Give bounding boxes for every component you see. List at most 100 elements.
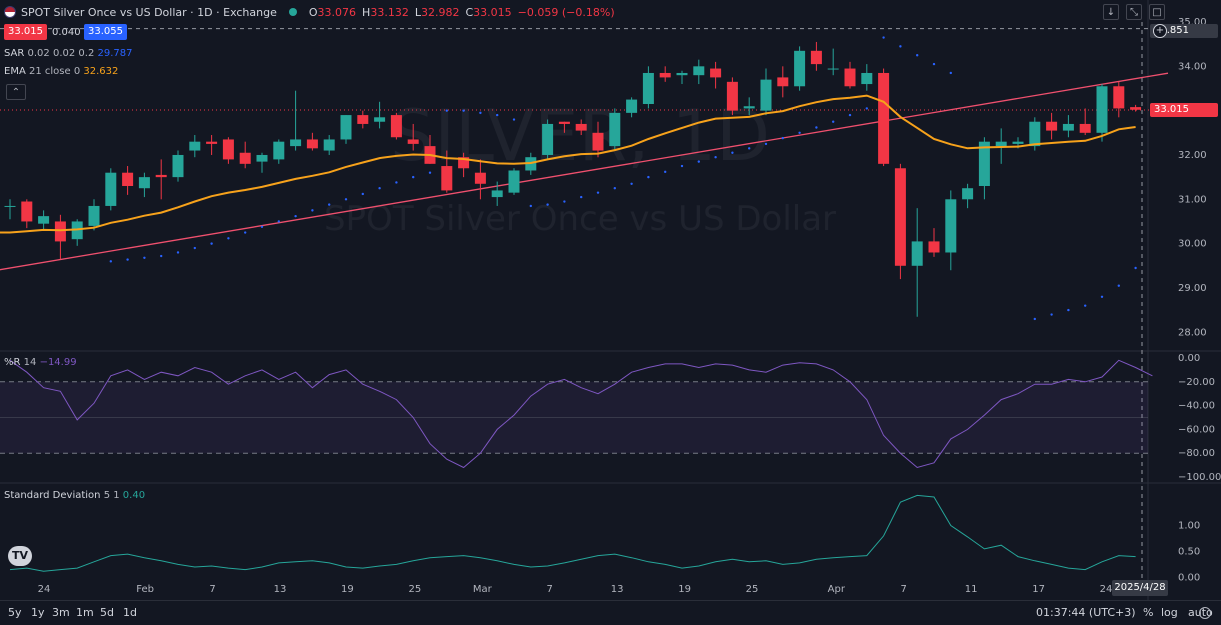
price-tick-label: 30.00 [1178, 239, 1207, 250]
sar-dot [277, 220, 280, 223]
sar-dot [496, 113, 499, 117]
candle-body [273, 141, 285, 160]
clock[interactable]: 01:37:44 (UTC+3) [1036, 606, 1136, 619]
wr-layer [9, 359, 1153, 469]
range-1d-button[interactable]: 1d [123, 606, 137, 619]
candle-body [995, 141, 1007, 147]
sar-dot [781, 136, 784, 140]
market-open-icon [288, 8, 297, 16]
x-tick-label: Mar [473, 584, 493, 595]
sar-dot [529, 204, 532, 208]
sar-dot [210, 242, 213, 245]
collapse-icon: ⤡ [1130, 7, 1138, 18]
collapse-legend-button[interactable]: ⌃ [6, 84, 26, 100]
wr-params: 14 [23, 357, 37, 368]
x-tick-label: 11 [965, 584, 978, 595]
wr-band-fill [0, 381, 1148, 454]
footer-divider [0, 600, 1221, 601]
sd-tick-label: 0.50 [1178, 546, 1200, 557]
x-tick-label: 7 [547, 584, 553, 595]
price-tick-label: 29.00 [1178, 283, 1207, 294]
wr-line [9, 359, 1153, 469]
candle-body [239, 152, 251, 164]
candle-body [340, 115, 352, 140]
arrow-down-icon: ↓ [1106, 7, 1116, 18]
wr-tick-label: −20.00 [1178, 377, 1215, 388]
sar-legend[interactable]: SAR 0.02 0.02 0.2 29.787 [4, 48, 133, 59]
ohlc-open-key: O [308, 5, 318, 19]
candle-body [306, 139, 318, 149]
range-5y-button[interactable]: 5y [8, 606, 22, 619]
percent-toggle[interactable]: % [1143, 606, 1154, 619]
sar-layer [109, 36, 1137, 321]
candle-body [4, 205, 16, 207]
wr-tick-label: 0.00 [1178, 353, 1200, 364]
sar-dot [1084, 304, 1087, 307]
download-button[interactable]: ↓ [1103, 4, 1119, 20]
sar-dot [546, 203, 549, 206]
x-tick-label: 7 [209, 584, 215, 595]
ohlc-low-key: L [414, 5, 421, 19]
candle-body [155, 174, 167, 178]
chart-header: SPOT Silver Once vs US Dollar · 1D · Exc… [4, 4, 621, 20]
ema-legend[interactable]: EMA 21 close 0 32.632 [4, 66, 118, 77]
buy-button[interactable]: 33.055 [84, 24, 127, 40]
grid-lines [0, 0, 1221, 600]
candle-body [962, 188, 974, 200]
sar-dot [899, 45, 902, 48]
sd-line [9, 494, 1136, 572]
sar-dot [1050, 313, 1053, 316]
settings-gear-icon[interactable] [1199, 607, 1211, 619]
candle-body [105, 172, 117, 206]
log-toggle[interactable]: log [1161, 606, 1178, 619]
candle-body [138, 177, 150, 189]
sar-dot [630, 182, 633, 185]
ema-layer [0, 94, 1136, 234]
add-alert-icon[interactable]: + [1153, 24, 1167, 38]
candle-body [726, 81, 738, 111]
candle-body [710, 68, 722, 78]
sar-dot [882, 36, 885, 39]
candle-body [441, 166, 453, 191]
candle-body [1062, 123, 1074, 131]
range-5d-button[interactable]: 5d [100, 606, 114, 619]
watermark-description: SPOT Silver Once vs US Dollar [324, 199, 836, 239]
wr-legend[interactable]: %R 14 −14.99 [4, 357, 77, 368]
sd-layer [9, 494, 1136, 572]
ema-params: 21 close 0 [28, 66, 81, 77]
candle-body [928, 241, 940, 253]
candles-layer [4, 41, 1142, 317]
sar-dot [227, 237, 230, 240]
x-tick-label: 17 [1032, 584, 1045, 595]
sar-params: 0.02 0.02 0.2 [27, 48, 95, 59]
symbol-title[interactable]: SPOT Silver Once vs US Dollar · 1D · Exc… [21, 5, 277, 19]
candle-body [693, 66, 705, 76]
price-tick-label: 28.00 [1178, 327, 1207, 338]
sar-dot [1100, 295, 1104, 299]
range-3m-button[interactable]: 3m [52, 606, 70, 619]
candle-body [1130, 107, 1142, 110]
sar-dot [344, 198, 348, 201]
candle-body [172, 154, 184, 178]
wr-tick-label: −100.00 [1178, 472, 1221, 483]
sar-dot [764, 142, 768, 146]
tradingview-logo-icon[interactable]: TV [8, 546, 32, 566]
ohlc-close-value: 33.015 [473, 5, 512, 19]
range-1y-button[interactable]: 1y [31, 606, 45, 619]
wr-name: %R [4, 357, 21, 368]
price-tick-label: 35.00 [1178, 17, 1207, 28]
candle-body [323, 139, 335, 151]
candle-body [189, 141, 201, 151]
sd-legend[interactable]: Standard Deviation 5 1 0.40 [4, 490, 145, 501]
candle-body [777, 77, 789, 87]
collapse-button[interactable]: ⤡ [1126, 4, 1142, 20]
range-1m-button[interactable]: 1m [76, 606, 94, 619]
chevron-up-icon: ⌃ [11, 87, 21, 98]
ohlc-high-value: 33.132 [370, 5, 409, 19]
price-tick-label: 34.00 [1178, 61, 1207, 72]
ema-value: 32.632 [83, 66, 119, 77]
x-tick-label: 13 [274, 584, 287, 595]
maximize-button[interactable]: □ [1149, 4, 1165, 20]
sell-button[interactable]: 33.015 [4, 24, 47, 40]
